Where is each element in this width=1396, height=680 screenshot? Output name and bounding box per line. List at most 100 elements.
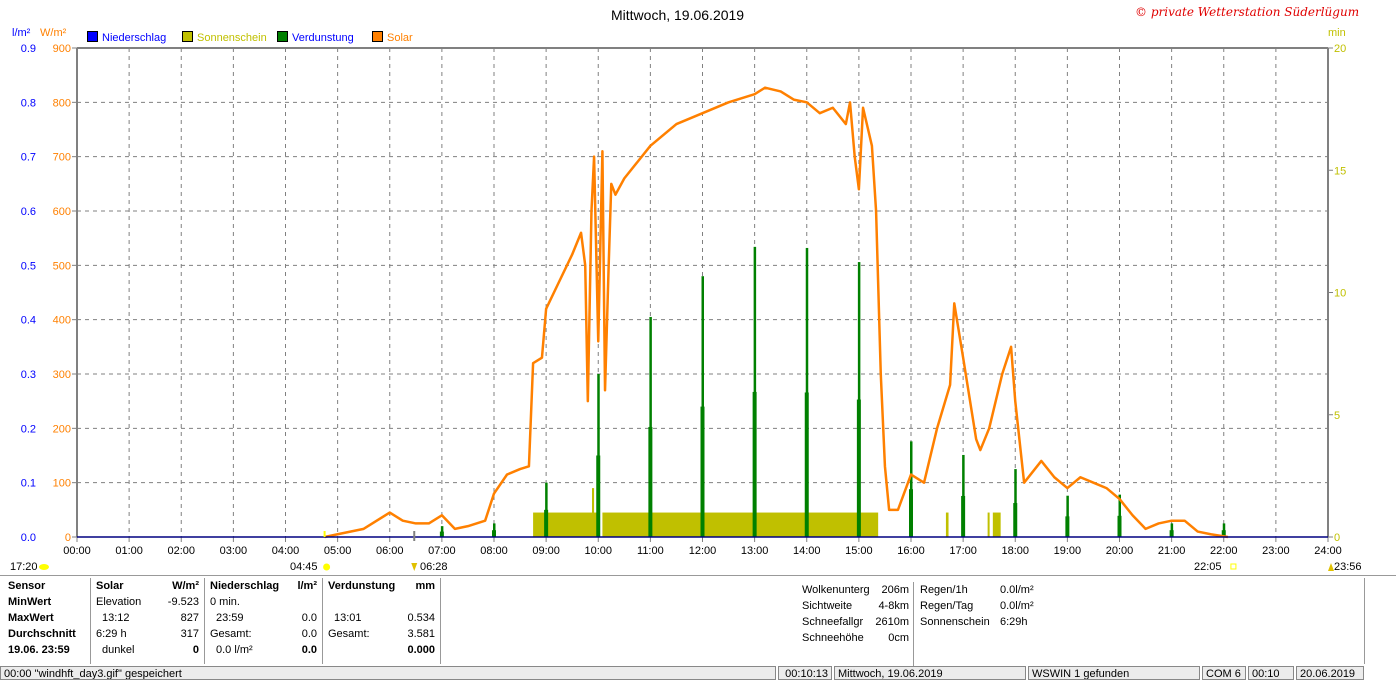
- evaporation-bar-base: [961, 495, 966, 537]
- info-label: Schneefallgr: [802, 616, 864, 628]
- info-row: Schneehöhe 0cm: [802, 630, 913, 646]
- evaporation-bar-base: [439, 531, 444, 537]
- col-title: Niederschlag: [210, 580, 280, 592]
- legend-item: Sonnenschein: [182, 31, 267, 44]
- legend-swatch: [182, 31, 193, 42]
- sensor-head: Sensor: [8, 580, 46, 592]
- sunshine-bar: [945, 512, 949, 537]
- evaporation-bar-base: [804, 392, 809, 537]
- y-rain-label: 0.9: [21, 43, 36, 55]
- x-tick-label: 09:00: [532, 545, 560, 557]
- sunset-icon: [1230, 563, 1237, 570]
- cell-label: [328, 644, 334, 656]
- y-rain-label: 0.7: [21, 152, 36, 164]
- cell-label: 0 min.: [210, 596, 240, 608]
- y-solar-label: 400: [53, 315, 71, 327]
- x-tick-label: 05:00: [324, 545, 352, 557]
- y-rain-label: 0.0: [21, 532, 36, 544]
- y-rain-label: 0.1: [21, 478, 36, 490]
- evaporation-bar-base: [752, 391, 757, 537]
- table-row: dunkel 0: [96, 642, 204, 658]
- y-right-label: 0: [1334, 532, 1340, 544]
- evaporation-bar-base: [1117, 515, 1122, 537]
- solar-line: [324, 86, 1229, 539]
- unit-rain: l/m²: [12, 27, 31, 39]
- x-tick-label: 23:00: [1262, 545, 1290, 557]
- legend-label: Verdunstung: [292, 32, 354, 44]
- evaporation-bar-base: [856, 399, 861, 537]
- y-rain-label: 0.2: [21, 423, 36, 435]
- y-rain-label: 0.8: [21, 97, 36, 109]
- info-row: Sichtweite 4-8km: [802, 598, 913, 614]
- y-solar-label: 900: [53, 43, 71, 55]
- sunrise-time: 04:45: [290, 561, 318, 573]
- info-label: Regen/1h: [920, 584, 968, 596]
- sunshine-bar: [992, 512, 1001, 537]
- y-rain-label: 0.6: [21, 206, 36, 218]
- y-solar-label: 800: [53, 97, 71, 109]
- x-tick-label: 11:00: [637, 545, 664, 557]
- unit-solar: W/m²: [40, 27, 67, 39]
- evaporation-bar-base: [1169, 530, 1174, 537]
- cell-label: Gesamt:: [328, 628, 370, 640]
- row-label: MinWert: [8, 596, 52, 608]
- col-head: Niederschlag l/m²: [210, 578, 322, 594]
- x-tick-label: 19:00: [1054, 545, 1082, 557]
- x-tick-label: 21:00: [1158, 545, 1186, 557]
- y-solar-label: 100: [53, 478, 71, 490]
- info-row: Regen/Tag 0.0l/m²: [920, 598, 1364, 614]
- evaporation-bar-base: [700, 406, 705, 537]
- y-solar-label: 600: [53, 206, 71, 218]
- table-row: 0.000: [328, 642, 440, 658]
- sunrise-icon: [323, 563, 331, 571]
- table-row: Gesamt: 3.581: [328, 626, 440, 642]
- table-row: 13:12 827: [96, 610, 204, 626]
- cell-label: 6:29 h: [96, 628, 127, 640]
- sunshine-bar: [987, 512, 990, 537]
- info-row: Regen/1h 0.0l/m²: [920, 582, 1364, 598]
- cell-value: 0.534: [407, 612, 435, 624]
- table-row: 0 min.: [210, 594, 322, 610]
- info-row: Sonnenschein 6:29h: [920, 614, 1364, 630]
- cell-value: 0.0: [301, 612, 317, 624]
- table-row: 6:29 h 317: [96, 626, 204, 642]
- legend-label: Solar: [387, 32, 413, 44]
- unit-min: min: [1328, 27, 1346, 39]
- y-solar-label: 0: [65, 532, 71, 544]
- x-tick-label: 14:00: [793, 545, 821, 557]
- cell-label: 13:01: [334, 612, 362, 624]
- legend-item: Verdunstung: [277, 31, 354, 44]
- legend-swatch: [277, 31, 288, 42]
- x-tick-label: 07:00: [428, 545, 456, 557]
- info-value: 6:29h: [1000, 616, 1028, 628]
- cell-label: Elevation: [96, 596, 142, 608]
- y-rain-label: 0.3: [21, 369, 36, 381]
- y-rain-label: 0.5: [21, 260, 36, 272]
- info-value: 0.0l/m²: [1000, 584, 1034, 596]
- col-title: Verdunstung: [328, 580, 396, 592]
- sunshine-bar: [533, 512, 597, 537]
- x-tick-label: 22:00: [1210, 545, 1238, 557]
- evaporation-bar-base: [544, 509, 549, 537]
- cell-value: 0.000: [407, 644, 435, 656]
- info-label: Schneehöhe: [802, 632, 864, 644]
- cell-value: 0.0: [301, 628, 317, 640]
- dawn-icon: [411, 563, 418, 571]
- cell-value: -9.523: [167, 596, 199, 608]
- moonrise-time: 23:56: [1334, 561, 1362, 573]
- y-solar-label: 700: [53, 152, 71, 164]
- cell-value: 0: [192, 644, 199, 656]
- info-value: 0.0l/m²: [1000, 600, 1034, 612]
- table-row: 0.0 l/m² 0.0: [210, 642, 322, 658]
- x-tick-label: 13:00: [741, 545, 769, 557]
- y-right-label: 10: [1334, 288, 1346, 300]
- legend-item: Solar: [372, 31, 413, 44]
- table-evap-col: Verdunstung mm 13:01 0.534 Gesamt: 3.581 0.000: [323, 578, 441, 664]
- info-value: 0cm: [888, 632, 909, 644]
- col-head: Solar W/m²: [96, 578, 204, 594]
- sunshine-bar: [602, 512, 879, 537]
- table-row: 23:59 0.0: [210, 610, 322, 626]
- sunshine-bar: [591, 488, 595, 537]
- cell-label: Gesamt:: [210, 628, 252, 640]
- table-extra2-col: Regen/1h 0.0l/m² Regen/Tag 0.0l/m² Sonnensch…: [918, 582, 1364, 668]
